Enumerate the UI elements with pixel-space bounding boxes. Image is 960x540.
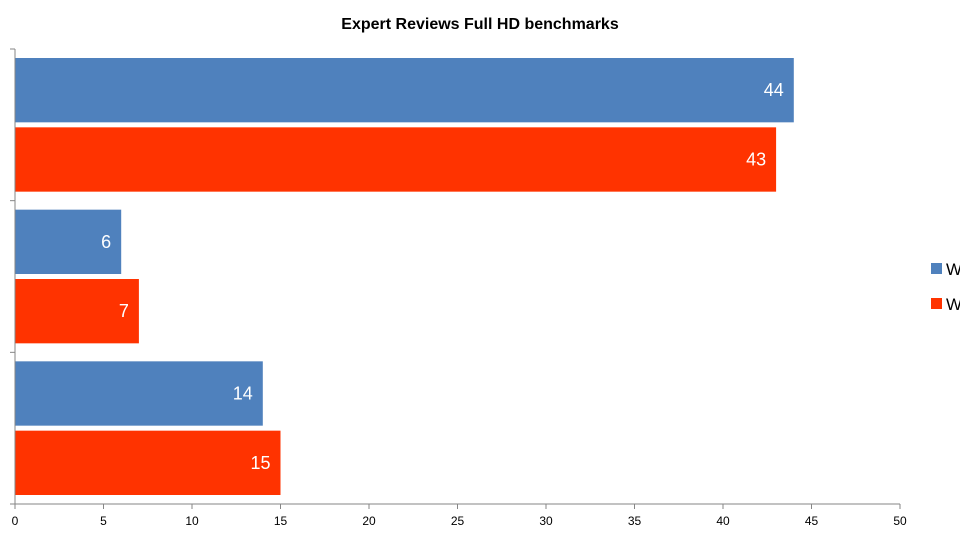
x-tick-label: 50: [893, 514, 907, 528]
data-label: 43: [746, 150, 766, 170]
data-label: 7: [119, 301, 129, 321]
bar: [15, 361, 263, 426]
data-label: 44: [764, 80, 784, 100]
bars: 44 43 6 7 14 15: [15, 58, 794, 495]
x-tick-label: 20: [362, 514, 376, 528]
legend-label: W: [946, 295, 960, 314]
data-label: 15: [250, 453, 270, 473]
legend: WW: [931, 260, 960, 314]
legend-label: W: [946, 260, 960, 279]
bar: [15, 58, 794, 123]
x-tick-label: 40: [716, 514, 730, 528]
data-label: 14: [233, 384, 253, 404]
legend-swatch: [931, 298, 942, 309]
x-tick-label: 0: [12, 514, 19, 528]
bar: [15, 127, 777, 192]
x-tick-label: 5: [100, 514, 107, 528]
x-tick-label: 25: [451, 514, 465, 528]
data-label: 6: [101, 232, 111, 252]
bar: [15, 209, 122, 274]
bar: [15, 279, 139, 344]
x-tick-label: 15: [274, 514, 288, 528]
x-tick-label: 45: [805, 514, 819, 528]
x-tick-label: 30: [539, 514, 553, 528]
axes: 0 5 10 15 20 25 30 35 40 45 50: [10, 48, 907, 528]
legend-swatch: [931, 263, 942, 274]
x-tick-label: 10: [185, 514, 199, 528]
bar: [15, 430, 281, 495]
chart-title: Expert Reviews Full HD benchmarks: [341, 16, 619, 33]
x-tick-label: 35: [628, 514, 642, 528]
